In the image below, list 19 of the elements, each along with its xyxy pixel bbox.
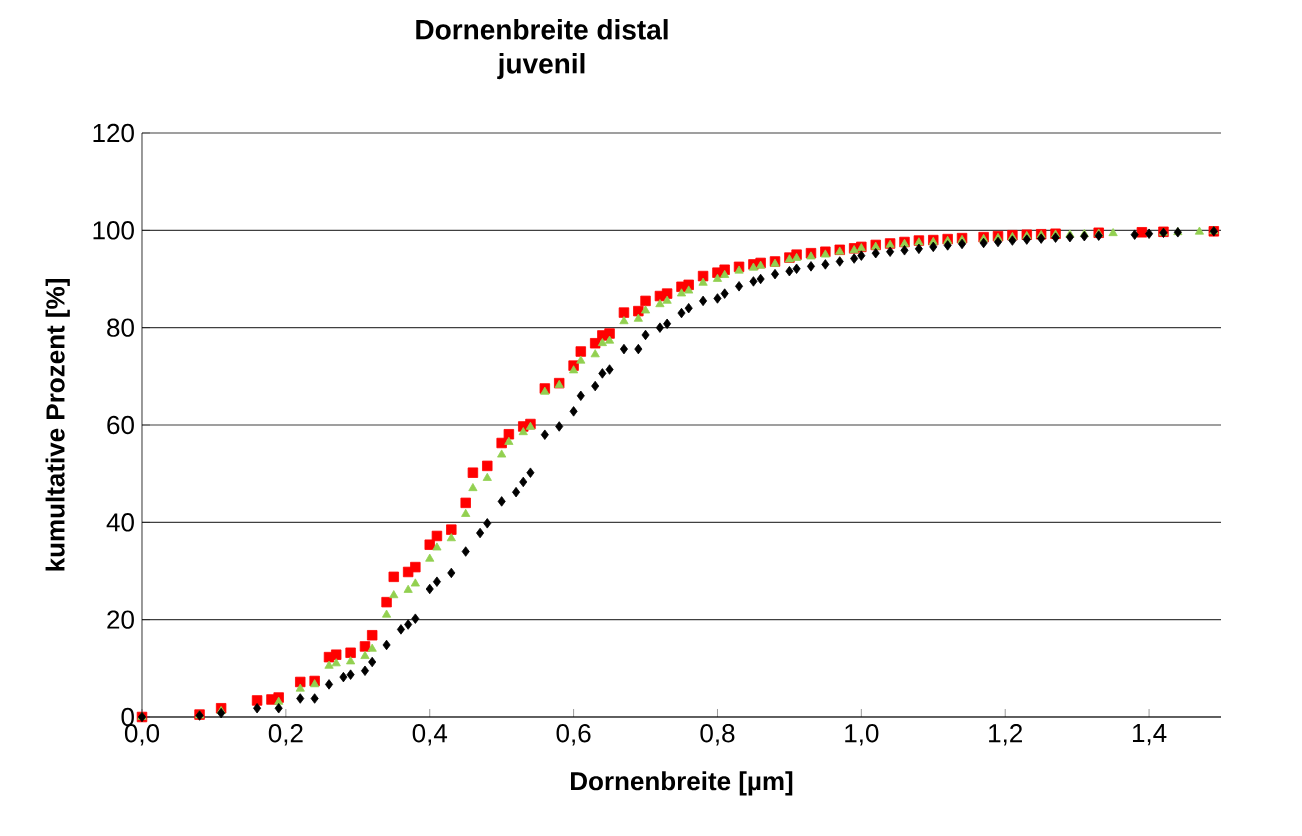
y-tick-label: 20 xyxy=(107,610,134,629)
chart-subtitle: juvenil xyxy=(497,53,585,80)
x-tick-label: 0,4 xyxy=(412,724,448,746)
x-tick-label: 1,0 xyxy=(845,724,879,746)
y-tick-label: 60 xyxy=(107,415,134,435)
x-tick-label: 0,2 xyxy=(268,724,303,746)
y-tick-label: 100 xyxy=(93,221,134,240)
x-tick-label: 0,0 xyxy=(124,724,160,746)
y-axis-title: kumultative Prozent [%] xyxy=(45,279,70,571)
x-tick-label: 1,4 xyxy=(1132,724,1167,746)
y-tick-label: 40 xyxy=(106,513,134,532)
x-axis-title: Dornenbreite [µm] xyxy=(571,771,793,796)
y-tick-label: 80 xyxy=(107,318,134,337)
x-tick-label: 0,6 xyxy=(556,724,591,746)
x-tick-label: 1,2 xyxy=(989,724,1022,746)
chart-title: Dornenbreite distal xyxy=(416,19,668,40)
x-tick-label: 0,8 xyxy=(700,724,735,746)
y-tick-label: 120 xyxy=(93,123,134,143)
y-tick-label: 0 xyxy=(121,707,134,727)
